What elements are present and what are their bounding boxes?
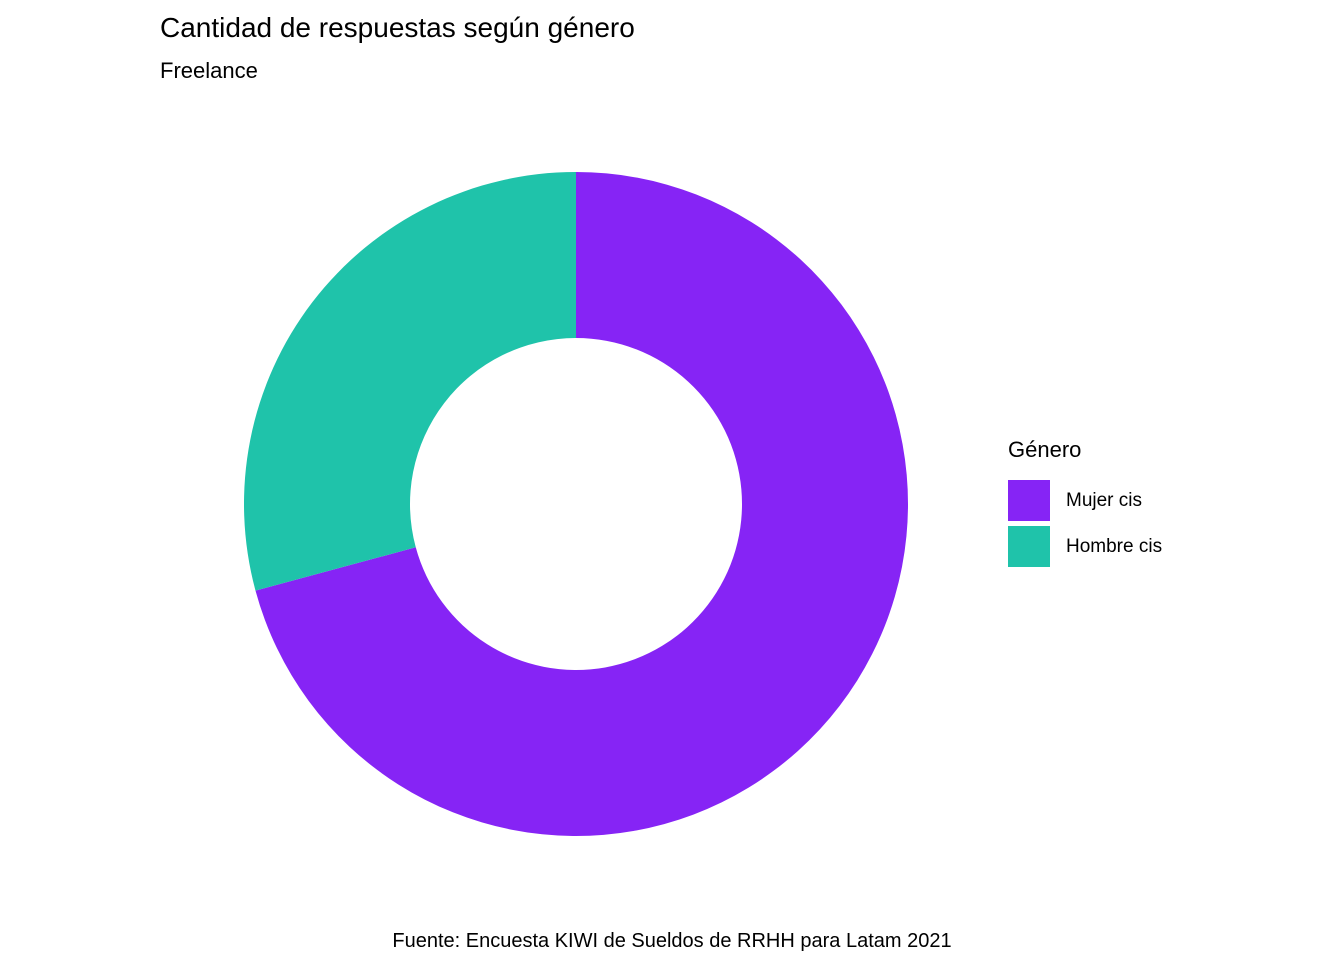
chart-title: Cantidad de respuestas según género	[160, 12, 635, 43]
legend-item-mujer-cis: Mujer cis	[1008, 480, 1162, 521]
chart-subtitle: Freelance	[160, 58, 258, 83]
legend-item-label: Mujer cis	[1066, 489, 1143, 511]
legend-key-swatch	[1008, 526, 1050, 567]
donut-slice-hombre-cis	[244, 172, 577, 591]
legend-item-hombre-cis: Hombre cis	[1008, 526, 1162, 567]
legend-items: Mujer cis Hombre cis	[1008, 480, 1162, 567]
legend-key-swatch	[1008, 480, 1050, 521]
legend: Género Mujer cis Hombre cis	[1008, 437, 1162, 572]
legend-item-label: Hombre cis	[1066, 535, 1163, 557]
source-caption: Fuente: Encuesta KIWI de Sueldos de RRHH…	[392, 930, 952, 952]
donut-slice-mujer-cis	[255, 172, 909, 837]
legend-title: Género	[1008, 437, 1082, 462]
